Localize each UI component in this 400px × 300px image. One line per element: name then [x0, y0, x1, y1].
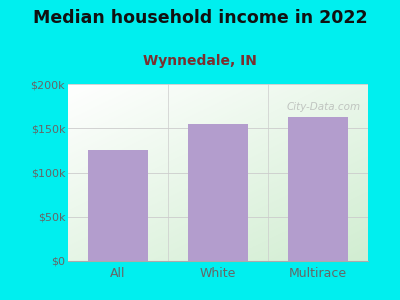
- Text: Median household income in 2022: Median household income in 2022: [33, 9, 367, 27]
- Text: City-Data.com: City-Data.com: [287, 102, 361, 112]
- Text: Wynnedale, IN: Wynnedale, IN: [143, 54, 257, 68]
- Bar: [288, 117, 348, 261]
- Bar: [88, 150, 148, 261]
- Bar: [188, 124, 248, 261]
